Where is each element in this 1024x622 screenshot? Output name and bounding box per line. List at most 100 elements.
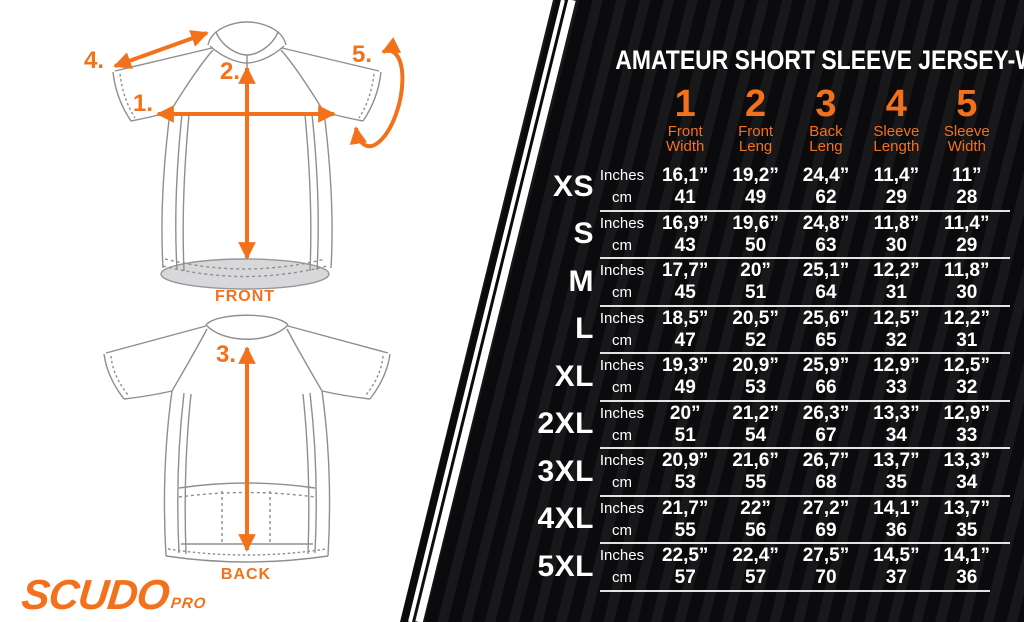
cm-value: 43 [674,234,696,256]
unit-cm-label: cm [612,426,632,444]
measurement-cell: 20,5” 52 [720,306,790,354]
size-row: XS Inches cm 16,1” 41 19,2” 49 24,4” 62 [520,163,1024,211]
brand-name: SCUDO [19,571,172,618]
unit-labels: Inches cm [594,258,650,306]
measurement-values: 17,7” 45 20” 51 25,1” 64 12,2” 31 11 [650,258,1002,306]
unit-labels: Inches cm [594,496,650,544]
column-number: 1 [674,83,696,125]
front-view-label: FRONT [215,288,275,305]
inches-value: 25,1” [802,260,850,281]
cm-value: 57 [745,567,767,588]
unit-cm-label: cm [612,379,632,396]
measurement-cell: 13,3” 34 [861,401,931,449]
inches-value: 11,8” [944,260,990,281]
size-row: S Inches cm 16,9” 43 19,6” 50 24,8” 63 [520,211,1024,259]
cm-value: 49 [745,187,767,208]
cm-value: 29 [885,187,907,208]
cm-value: 41 [674,187,696,208]
inches-value: 25,9” [802,355,850,376]
cm-value: 68 [815,472,837,493]
sleeve-length-arrow [113,30,209,69]
unit-inches-label: Inches [599,357,645,374]
inches-value: 12,5” [943,355,990,376]
size-row: 5XL Inches cm 22,5” 57 22,4” 57 27,5” 70 [520,543,1024,591]
unit-inches-label: Inches [599,262,645,279]
size-label: L [575,312,594,346]
measurement-cell: 18,5” 47 [650,306,720,354]
measurement-values: 18,5” 47 20,5” 52 25,6” 65 12,5” 32 [650,306,1002,354]
measurement-cell: 19,3” 49 [650,353,720,401]
size-row: 2XL Inches cm 20” 51 21,2” 54 26,3” 67 [520,401,1024,449]
measurement-cell: 19,6” 50 [720,211,790,259]
inches-value: 24,4” [802,165,850,186]
inches-value: 21,2” [732,402,779,424]
measurement-cell: 20,9” 53 [720,353,790,401]
measurement-values: 20,9” 53 21,6” 55 26,7” 68 13,7” 35 [650,448,1002,496]
size-label: XL [554,359,594,393]
unit-cm-label: cm [612,474,632,491]
unit-inches-label: Inches [599,404,645,422]
measurement-cell: 24,8” 63 [791,211,861,259]
measurement-cell: 12,5” 32 [861,306,931,354]
cm-value: 52 [745,329,767,351]
inches-value: 20” [740,260,771,281]
inches-value: 11,4” [873,165,920,186]
inches-value: 19,6” [732,212,779,234]
cm-value: 65 [815,329,837,351]
cm-value: 34 [885,424,907,446]
measurement-cell: 12,2” 31 [932,306,1002,354]
measurement-cell: 14,5” 37 [861,543,931,591]
cm-value: 33 [885,377,907,398]
size-label: 2XL [537,407,594,441]
unit-labels: Inches cm [594,448,650,496]
cm-value: 33 [956,424,978,446]
inches-value: 17,7” [661,260,709,281]
column-label-line1: Front [667,123,703,140]
measurement-cell: 22” 56 [720,496,790,544]
inches-value: 26,3” [802,402,850,424]
back-collar [205,314,289,326]
cm-value: 53 [745,377,767,398]
measurement-cell: 20” 51 [650,401,720,449]
unit-labels: Inches cm [594,306,650,354]
measurement-values: 20” 51 21,2” 54 26,3” 67 13,3” 34 12 [650,401,1002,449]
inches-value: 14,5” [873,545,920,566]
measurement-cell: 16,1” 41 [650,163,720,211]
cm-value: 55 [745,472,767,493]
cm-value: 31 [956,329,978,351]
cm-value: 50 [745,234,767,256]
inches-value: 18,5” [661,307,709,329]
inches-value: 13,7” [943,497,990,519]
inches-value: 16,1” [661,165,709,186]
inches-value: 19,3” [661,355,709,376]
measurement-cell: 13,7” 35 [861,448,931,496]
cm-value: 32 [956,377,978,398]
measurement-cell: 12,9” 33 [861,353,931,401]
column-header: 4 Sleeve Length [861,84,931,154]
measurement-cell: 22,5” 57 [650,543,720,591]
measurement-cell: 16,9” 43 [650,211,720,259]
measurement-cell: 11,8” 30 [932,258,1002,306]
back-jersey-outline [103,314,391,563]
measurement-cell: 27,5” 70 [791,543,861,591]
column-number: 4 [885,83,907,125]
inches-value: 12,5” [873,307,920,329]
cm-value: 30 [885,234,907,256]
sleeve-width-arrow [349,37,405,149]
inches-value: 13,7” [873,450,920,471]
cm-value: 51 [745,282,767,303]
unit-inches-label: Inches [599,547,645,564]
table-rows: XS Inches cm 16,1” 41 19,2” 49 24,4” 62 [520,163,1024,591]
unit-cm-label: cm [612,569,632,586]
inches-value: 11,4” [944,212,990,234]
unit-labels: Inches cm [594,353,650,401]
unit-cm-label: cm [612,331,632,349]
cm-value: 36 [885,519,907,541]
cm-value: 56 [745,519,767,541]
measurement-cell: 27,2” 69 [791,496,861,544]
size-label: 5XL [537,549,594,583]
measurement-cell: 21,2” 54 [720,401,790,449]
size-row: XL Inches cm 19,3” 49 20,9” 53 25,9” 66 [520,353,1024,401]
column-label-line2: Leng [809,138,843,155]
